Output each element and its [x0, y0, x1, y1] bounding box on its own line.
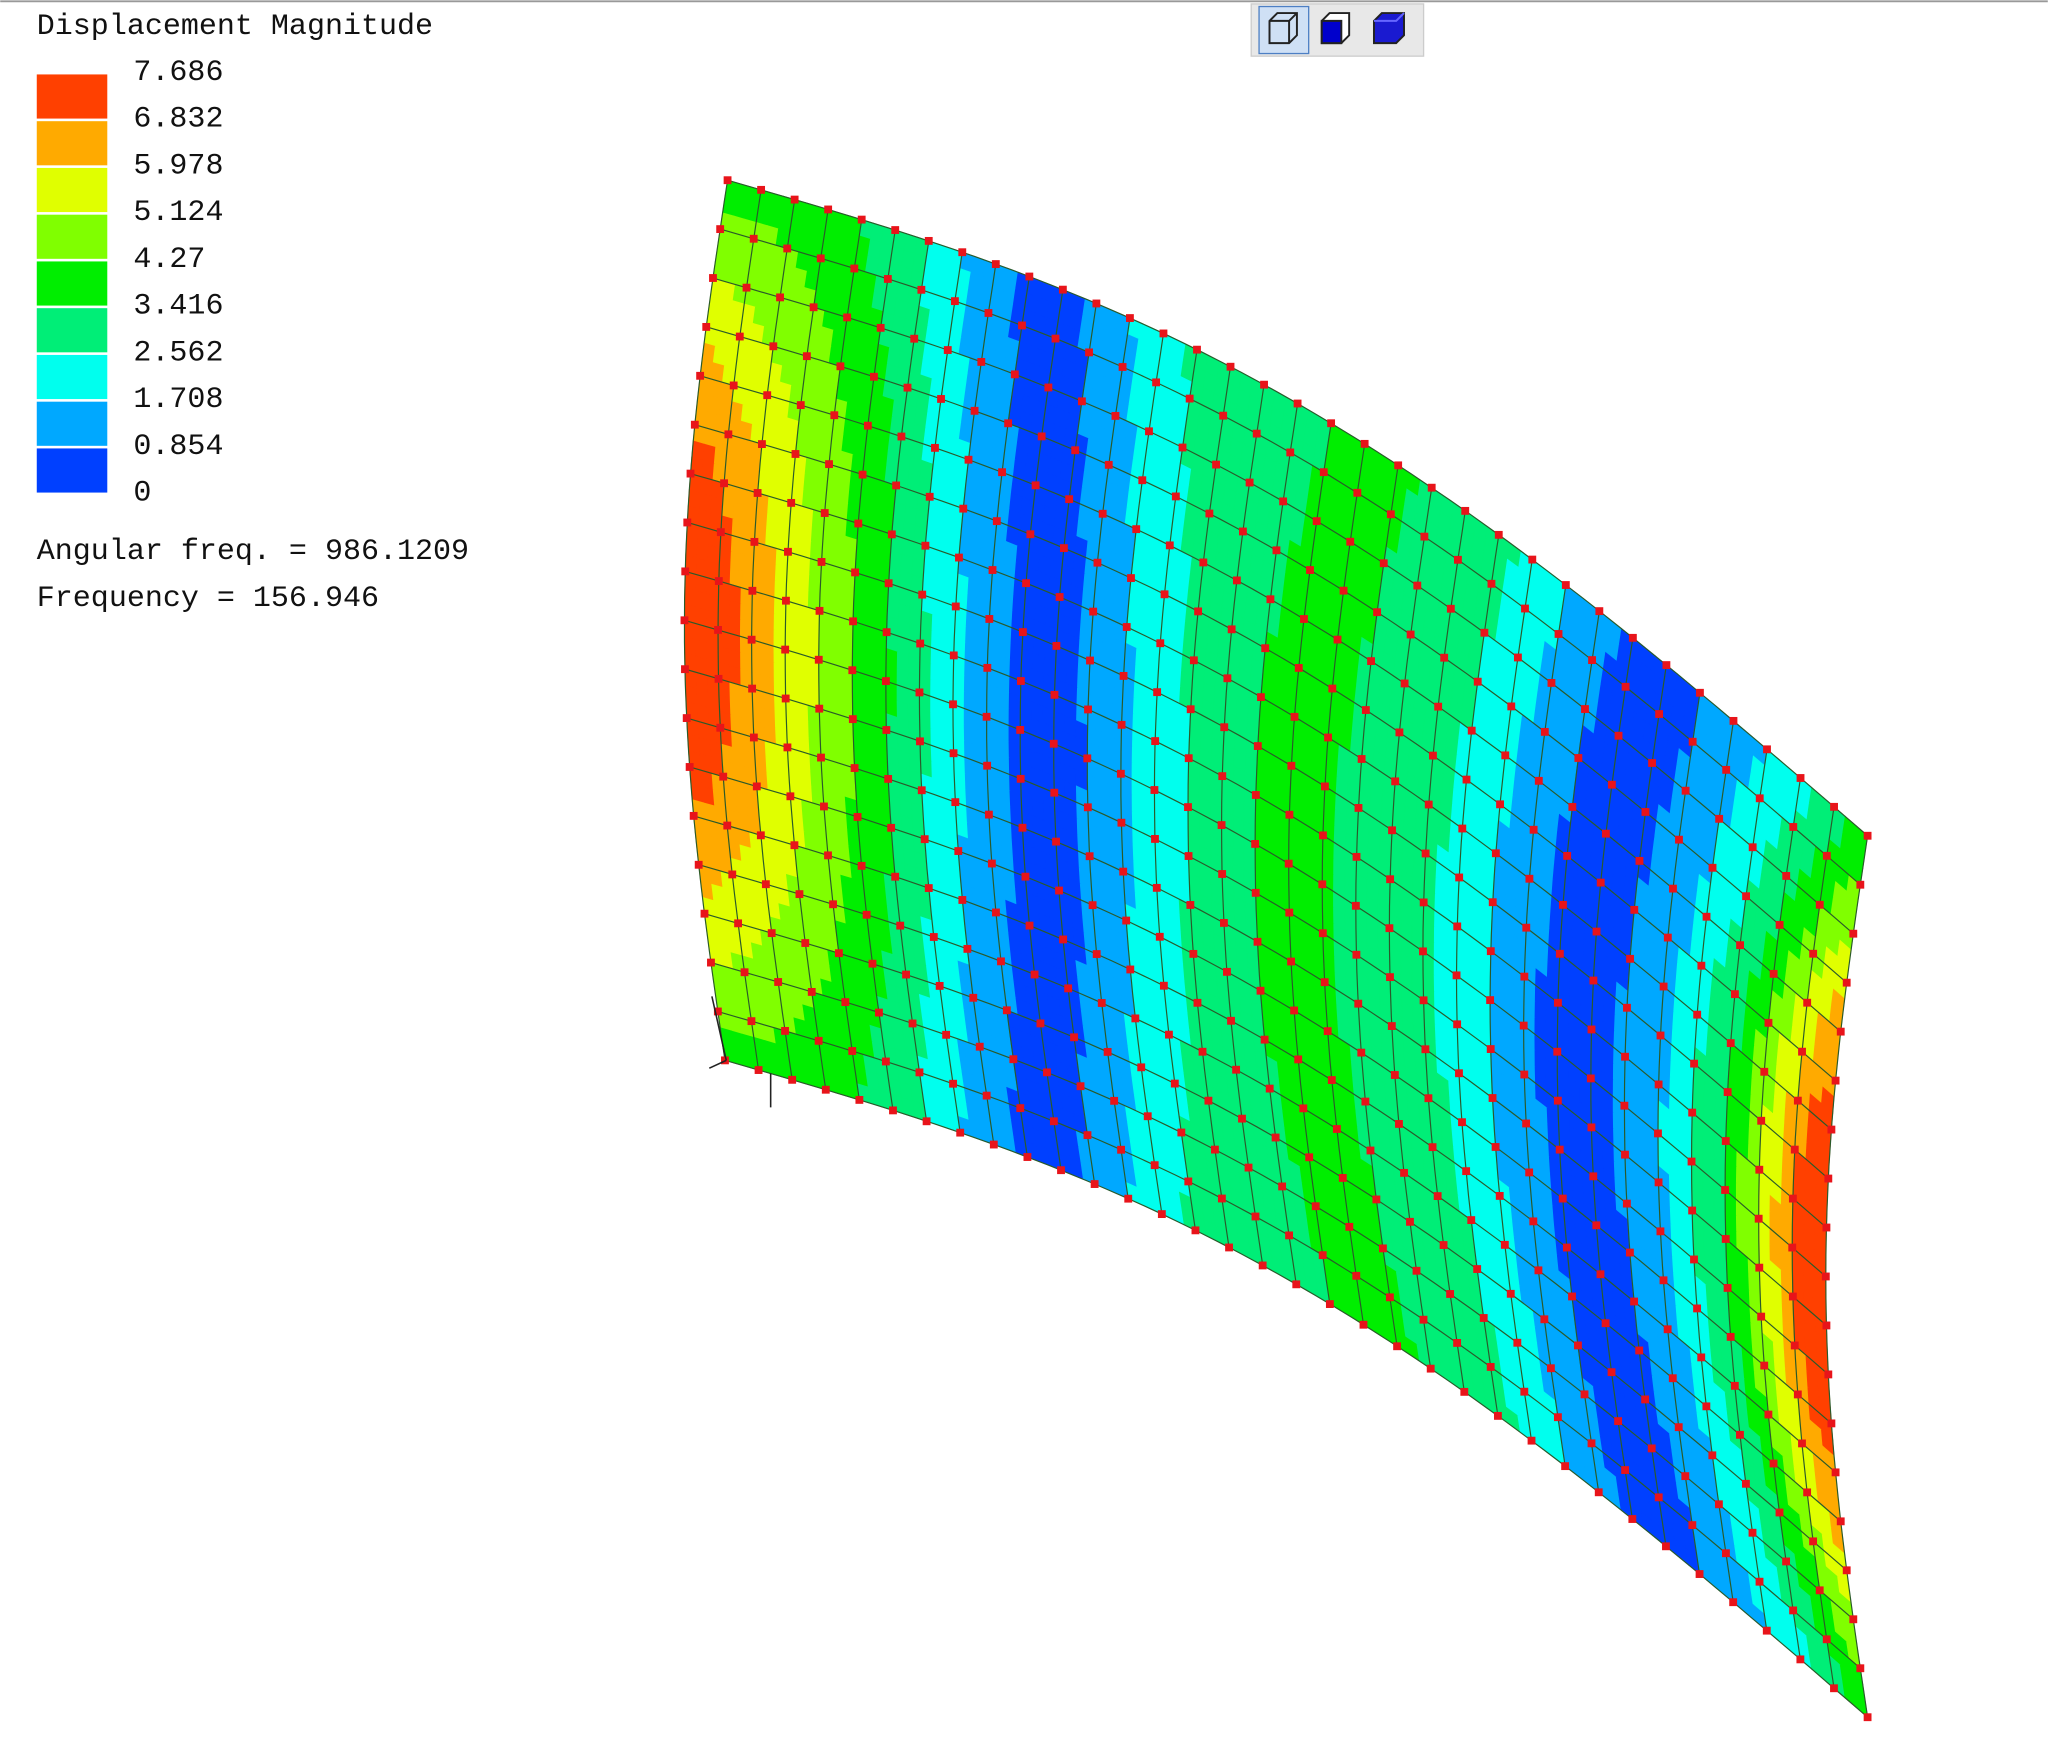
wireframe-button[interactable] — [1258, 5, 1310, 55]
mode-shape — [680, 176, 1872, 1722]
frequency: Frequency = 156.946 — [37, 582, 379, 616]
legend-title: Displacement Magnitude — [37, 10, 433, 44]
toolbar — [1250, 3, 1425, 57]
legend-swatch — [36, 74, 108, 119]
legend-label: 3.416 — [133, 290, 223, 324]
legend-swatch — [36, 448, 108, 493]
legend-label: 0.854 — [133, 430, 223, 464]
legend-label: 0 — [133, 477, 151, 511]
legend-swatch — [36, 121, 108, 166]
angular-frequency: Angular freq. = 986.1209 — [37, 535, 469, 569]
color-legend: 7.686 6.832 5.978 5.124 4.27 3.416 2.562 1.708 0… — [36, 56, 223, 511]
legend-swatch — [36, 167, 108, 213]
shaded-button[interactable] — [1372, 12, 1405, 45]
legend-swatch — [36, 261, 108, 306]
legend-label: 5.978 — [133, 149, 223, 183]
wireframe-icon — [1268, 12, 1298, 45]
legend-swatch — [36, 354, 108, 400]
legend-label: 1.708 — [133, 383, 223, 417]
legend-label: 6.832 — [133, 103, 223, 137]
legend-label: 7.686 — [133, 56, 223, 90]
legend-label: 2.562 — [133, 336, 223, 370]
legend-swatch — [36, 214, 108, 259]
legend-swatch — [36, 308, 108, 353]
legend-label: 4.27 — [133, 243, 205, 277]
legend-label: 5.124 — [133, 196, 223, 230]
hidden-line-button[interactable] — [1320, 12, 1351, 45]
legend-swatch — [36, 401, 108, 446]
